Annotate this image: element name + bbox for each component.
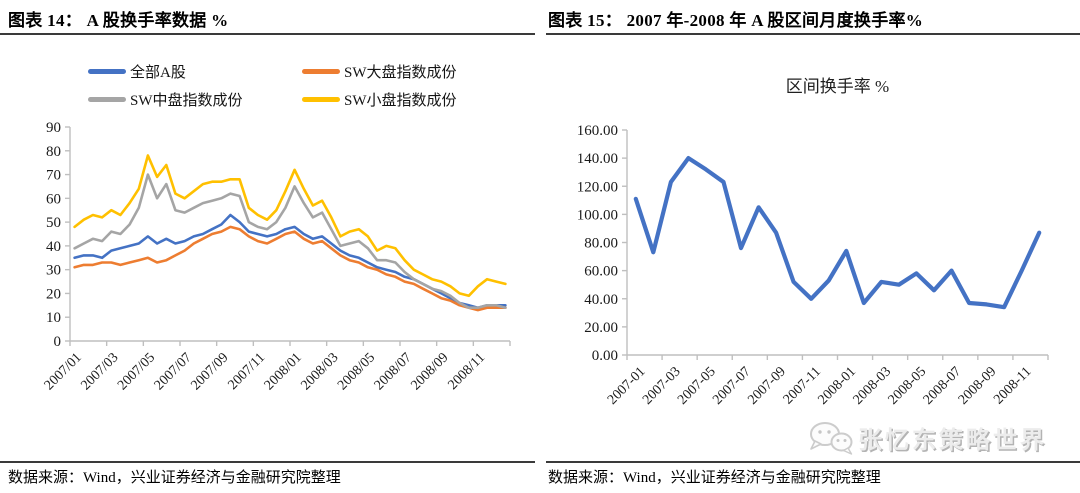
svg-text:160.00: 160.00 [577,123,618,139]
svg-text:120.00: 120.00 [577,179,618,195]
svg-text:2007-11: 2007-11 [781,364,824,407]
svg-text:2008-03: 2008-03 [851,364,895,408]
svg-text:140.00: 140.00 [577,151,618,167]
svg-text:0.00: 0.00 [592,348,618,364]
a-share-turnover-line-chart: 0 10 20 30 40 50 60 70 80 90 2007/012007/032007/05… [42,120,511,393]
figure-14: 图表 14： A 股换手率数据 % 全部A股 SW大盘指数成份 SW中盘指数成份… [0,11,535,486]
legend-label: SW小盘指数成份 [344,93,457,109]
svg-text:2008-01: 2008-01 [815,364,859,408]
svg-text:40.00: 40.00 [584,292,618,308]
svg-text:0: 0 [54,334,62,350]
figure-15-title: 图表 15： 2007 年-2008 年 A 股区间月度换手率% [548,11,924,30]
watermark: 张忆东策略世界 [808,420,1047,455]
figure-14-source-rule [0,461,535,463]
watermark-text: 张忆东策略世界 [858,427,1047,454]
legend-item-sw-smallcap: SW小盘指数成份 [302,89,516,110]
svg-text:2007-09: 2007-09 [745,364,789,408]
svg-text:2007/09: 2007/09 [188,350,231,393]
svg-text:2007/03: 2007/03 [78,350,121,393]
svg-text:100.00: 100.00 [577,207,618,223]
svg-text:2008-05: 2008-05 [886,364,930,408]
svg-text:2007/05: 2007/05 [115,350,158,393]
legend-item-all-a-shares: 全部A股 [88,61,302,82]
svg-text:40: 40 [46,239,61,255]
svg-text:2008-07: 2008-07 [921,364,965,408]
figure-14-title-rule [0,33,535,35]
svg-text:2008-09: 2008-09 [956,364,1000,408]
legend-label: SW中盘指数成份 [130,93,243,109]
figure-15: 图表 15： 2007 年-2008 年 A 股区间月度换手率% 区间换手率 %… [540,0,1080,493]
svg-text:2008/09: 2008/09 [408,350,451,393]
svg-text:80.00: 80.00 [584,236,618,252]
wechat-icon [810,421,853,455]
svg-text:2008/07: 2008/07 [372,350,415,393]
svg-text:2007/01: 2007/01 [42,350,85,393]
svg-text:2007/07: 2007/07 [152,350,195,393]
figure-14-source: 数据来源：Wind，兴业证券经济与金融研究院整理 [8,470,341,486]
svg-text:80: 80 [46,144,61,160]
svg-text:2008/11: 2008/11 [445,350,488,393]
series-line-swatch [88,69,126,74]
figure-14-title: 图表 14： A 股换手率数据 % [8,11,229,30]
svg-text:60: 60 [46,191,61,207]
svg-text:2008/05: 2008/05 [335,350,378,393]
series-line-swatch [88,97,126,102]
svg-text:2008/01: 2008/01 [262,350,305,393]
svg-text:2007/11: 2007/11 [225,350,268,393]
legend-item-sw-midcap: SW中盘指数成份 [88,89,302,110]
svg-text:30: 30 [46,263,61,279]
series-line-swatch [302,97,340,102]
svg-text:2007-07: 2007-07 [710,364,754,408]
legend-item-sw-largecap: SW大盘指数成份 [302,61,516,82]
figure-15-title-rule [546,33,1080,35]
legend-label: 全部A股 [130,65,186,81]
svg-text:50: 50 [46,215,61,231]
figure-14-legend: 全部A股 SW大盘指数成份 SW中盘指数成份 SW小盘指数成份 [88,61,516,110]
monthly-interval-turnover-line-chart: 区间换手率 % 0.00 20.00 40.00 60.00 80.00 100.00 120… [577,77,1049,408]
svg-text:20.00: 20.00 [584,320,618,336]
svg-text:20: 20 [46,286,61,302]
svg-text:2007-05: 2007-05 [675,364,719,408]
series-line-swatch [302,69,340,74]
svg-text:90: 90 [46,120,61,136]
svg-text:10: 10 [46,310,61,326]
svg-text:70: 70 [46,168,61,184]
legend-label: SW大盘指数成份 [344,65,457,81]
svg-text:2008-11: 2008-11 [991,364,1034,407]
svg-text:2008/03: 2008/03 [298,350,341,393]
svg-text:2007-03: 2007-03 [640,364,684,408]
svg-text:区间换手率 %: 区间换手率 % [786,77,889,96]
figure-15-source-rule [546,461,1080,463]
svg-text:2007-01: 2007-01 [605,364,649,408]
svg-text:60.00: 60.00 [584,264,618,280]
figure-15-source: 数据来源：Wind，兴业证券经济与金融研究院整理 [548,470,881,486]
